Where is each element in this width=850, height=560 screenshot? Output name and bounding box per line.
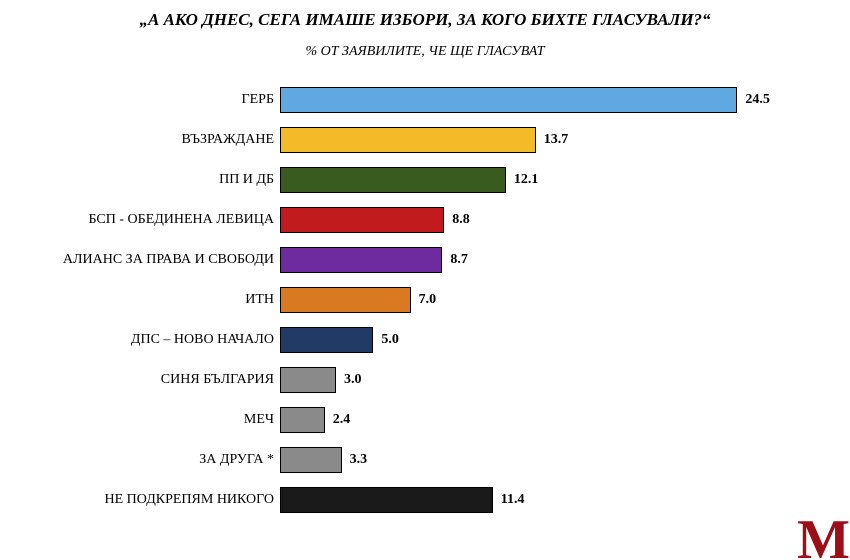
value-label: 8.7 bbox=[450, 252, 468, 268]
category-label: НЕ ПОДКРЕПЯМ НИКОГО bbox=[105, 492, 280, 508]
category-label: ПП И ДБ bbox=[219, 172, 280, 188]
category-label: АЛИАНС ЗА ПРАВА И СВОБОДИ bbox=[63, 252, 280, 268]
value-label: 2.4 bbox=[333, 412, 351, 428]
chart-row: ПП И ДБ 12.1 bbox=[0, 160, 850, 200]
value-label: 12.1 bbox=[514, 172, 539, 188]
category-label: ИТН bbox=[245, 292, 280, 308]
category-label: БСП - ОБЕДИНЕНА ЛЕВИЦА bbox=[88, 212, 280, 228]
chart-row: ИТН 7.0 bbox=[0, 280, 850, 320]
category-label: ДПС – НОВО НАЧАЛО bbox=[131, 332, 280, 348]
bar bbox=[280, 447, 342, 473]
chart-subtitle: % ОТ ЗАЯВИЛИТЕ, ЧЕ ЩЕ ГЛАСУВАТ bbox=[0, 44, 850, 60]
bar bbox=[280, 207, 444, 233]
bar bbox=[280, 247, 442, 273]
value-label: 5.0 bbox=[381, 332, 399, 348]
bar bbox=[280, 327, 373, 353]
bar bbox=[280, 487, 493, 513]
value-label: 7.0 bbox=[419, 292, 437, 308]
value-label: 11.4 bbox=[501, 492, 525, 508]
chart-row: ЗА ДРУГА * 3.3 bbox=[0, 440, 850, 480]
value-label: 3.3 bbox=[350, 452, 368, 468]
category-label: ЗА ДРУГА * bbox=[199, 452, 280, 468]
chart-row: АЛИАНС ЗА ПРАВА И СВОБОДИ 8.7 bbox=[0, 240, 850, 280]
chart-row: ВЪЗРАЖДАНЕ 13.7 bbox=[0, 120, 850, 160]
value-label: 8.8 bbox=[452, 212, 470, 228]
chart-row: НЕ ПОДКРЕПЯМ НИКОГО 11.4 bbox=[0, 480, 850, 520]
chart-title: „А АКО ДНЕС, СЕГА ИМАШЕ ИЗБОРИ, ЗА КОГО … bbox=[0, 10, 850, 30]
value-label: 3.0 bbox=[344, 372, 362, 388]
chart-row: БСП - ОБЕДИНЕНА ЛЕВИЦА 8.8 bbox=[0, 200, 850, 240]
bar bbox=[280, 407, 325, 433]
chart-row: ГЕРБ 24.5 bbox=[0, 80, 850, 120]
category-label: ВЪЗРАЖДАНЕ bbox=[182, 132, 280, 148]
poll-chart: „А АКО ДНЕС, СЕГА ИМАШЕ ИЗБОРИ, ЗА КОГО … bbox=[0, 0, 850, 560]
bar bbox=[280, 127, 536, 153]
chart-row: ДПС – НОВО НАЧАЛО 5.0 bbox=[0, 320, 850, 360]
category-label: ГЕРБ bbox=[242, 92, 280, 108]
category-label: МЕЧ bbox=[244, 412, 280, 428]
chart-plot-area: ГЕРБ 24.5 ВЪЗРАЖДАНЕ 13.7 ПП И ДБ 12.1 БСП - О… bbox=[0, 80, 850, 550]
bar bbox=[280, 287, 411, 313]
bar bbox=[280, 367, 336, 393]
bar bbox=[280, 87, 737, 113]
category-label: СИНЯ БЪЛГАРИЯ bbox=[161, 372, 280, 388]
bar bbox=[280, 167, 506, 193]
source-logo: M bbox=[797, 521, 850, 560]
chart-row: СИНЯ БЪЛГАРИЯ 3.0 bbox=[0, 360, 850, 400]
value-label: 24.5 bbox=[745, 92, 770, 108]
chart-row: МЕЧ 2.4 bbox=[0, 400, 850, 440]
value-label: 13.7 bbox=[544, 132, 569, 148]
